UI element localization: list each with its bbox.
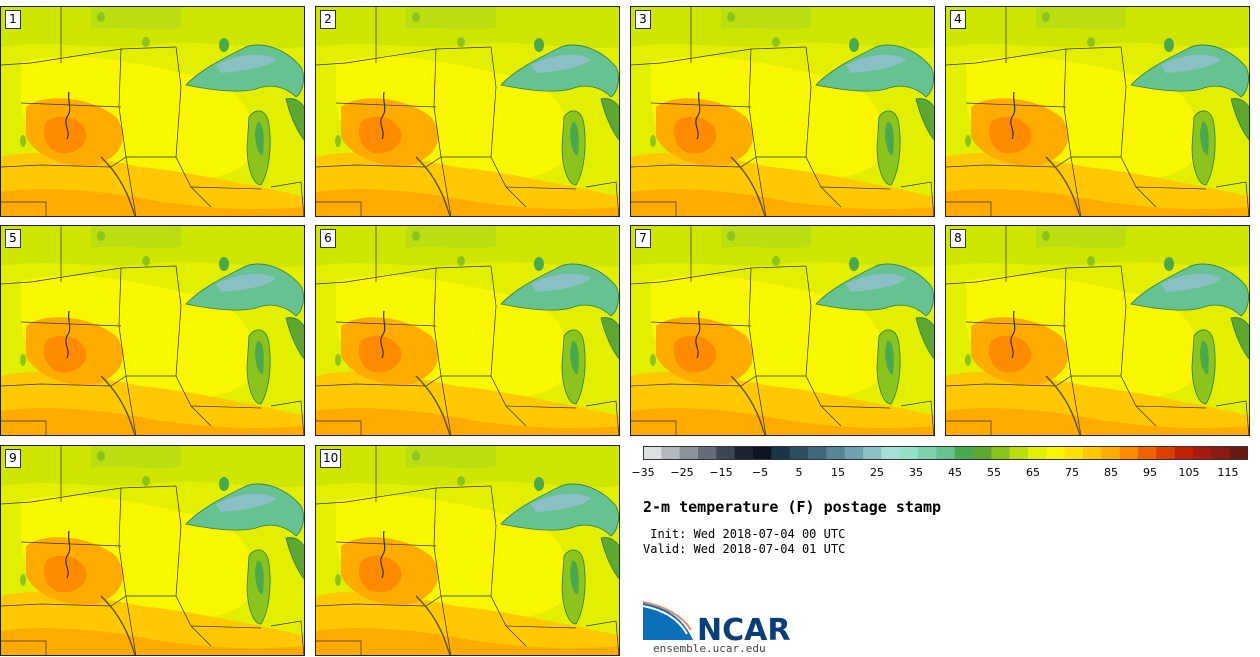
colorbar-segment	[808, 446, 827, 460]
colorbar-segment	[1193, 446, 1212, 460]
colorbar-segment	[899, 446, 919, 460]
colorbar-tick: 85	[1104, 466, 1118, 479]
colorbar-segment	[1101, 446, 1121, 460]
ensemble-member-panel-8: 8	[945, 225, 1250, 436]
colorbar-segment	[661, 446, 681, 460]
member-number-label: 5	[5, 229, 21, 248]
logo-text: NCAR	[697, 613, 790, 642]
colorbar-border	[643, 446, 1248, 460]
colorbar-tick: −15	[709, 466, 733, 479]
colorbar-tick: 5	[795, 466, 803, 479]
site-url: ensemble.ucar.edu	[653, 642, 766, 655]
colorbar-segment	[1064, 446, 1084, 460]
ensemble-member-panel-7: 7	[630, 225, 935, 436]
colorbar-segment	[753, 446, 772, 460]
ensemble-member-panel-9: 9	[0, 445, 305, 656]
colorbar-tick: −5	[751, 466, 769, 479]
colorbar-segment	[734, 446, 754, 460]
temperature-map	[316, 7, 619, 216]
temperature-map	[1, 446, 304, 655]
colorbar-segment	[1083, 446, 1102, 460]
colorbar-segment	[991, 446, 1011, 460]
colorbar-segment	[1156, 446, 1176, 460]
colorbar-segment	[789, 446, 809, 460]
figure-title: 2-m temperature (F) postage stamp	[643, 498, 942, 516]
colorbar-segment	[973, 446, 992, 460]
colorbar-segment	[954, 446, 974, 460]
colorbar-tick: 65	[1026, 466, 1040, 479]
colorbar-tick: 105	[1178, 466, 1200, 479]
member-number-label: 3	[635, 10, 651, 29]
ensemble-member-panel-2: 2	[315, 6, 620, 217]
temperature-map	[1, 7, 304, 216]
colorbar-tick: 115	[1217, 466, 1239, 479]
colorbar-tick: 45	[948, 466, 962, 479]
colorbar-tick: 95	[1143, 466, 1157, 479]
init-time: Init: Wed 2018-07-04 00 UTC	[643, 527, 846, 541]
colorbar-segment	[771, 446, 791, 460]
colorbar-tick: 35	[909, 466, 923, 479]
colorbar-segment	[1046, 446, 1066, 460]
colorbar-segment	[716, 446, 736, 460]
colorbar-tick: −35	[631, 466, 655, 479]
colorbar-segment	[1174, 446, 1194, 460]
temperature-map	[316, 226, 619, 435]
member-number-label: 9	[5, 449, 21, 468]
temperature-map	[631, 226, 934, 435]
colorbar-segment	[698, 446, 717, 460]
member-number-label: 4	[950, 10, 966, 29]
colorbar-segment	[1229, 446, 1248, 460]
temperature-map	[316, 446, 619, 655]
colorbar-tick: 55	[987, 466, 1001, 479]
colorbar-segment	[1119, 446, 1139, 460]
colorbar-segment	[643, 446, 662, 460]
colorbar-segment	[679, 446, 699, 460]
ensemble-member-panel-1: 1	[0, 6, 305, 217]
colorbar-segment	[881, 446, 901, 460]
colorbar	[643, 446, 1248, 460]
temperature-map	[946, 226, 1249, 435]
colorbar-tick: −25	[670, 466, 694, 479]
colorbar-segment	[918, 446, 937, 460]
valid-time: Valid: Wed 2018-07-04 01 UTC	[643, 542, 846, 556]
colorbar-segment	[1009, 446, 1029, 460]
colorbar-tick: 75	[1065, 466, 1079, 479]
ensemble-member-panel-4: 4	[945, 6, 1250, 217]
ensemble-member-panel-3: 3	[630, 6, 935, 217]
colorbar-segment	[1211, 446, 1231, 460]
colorbar-segment	[844, 446, 864, 460]
ensemble-member-panel-5: 5	[0, 225, 305, 436]
colorbar-segment	[936, 446, 956, 460]
member-number-label: 2	[320, 10, 336, 29]
colorbar-segment	[1138, 446, 1157, 460]
member-number-label: 1	[5, 10, 21, 29]
member-number-label: 8	[950, 229, 966, 248]
ensemble-member-panel-6: 6	[315, 225, 620, 436]
member-number-label: 7	[635, 229, 651, 248]
colorbar-tick: 15	[831, 466, 845, 479]
colorbar-tick: 25	[870, 466, 884, 479]
colorbar-segment	[1028, 446, 1047, 460]
member-number-label: 10	[320, 449, 342, 468]
temperature-map	[1, 226, 304, 435]
temperature-map	[946, 7, 1249, 216]
colorbar-segment	[863, 446, 882, 460]
ensemble-member-panel-10: 10	[315, 445, 620, 656]
temperature-map	[631, 7, 934, 216]
member-number-label: 6	[320, 229, 336, 248]
ncar-logo: NCAR	[643, 601, 790, 642]
colorbar-segment	[826, 446, 846, 460]
